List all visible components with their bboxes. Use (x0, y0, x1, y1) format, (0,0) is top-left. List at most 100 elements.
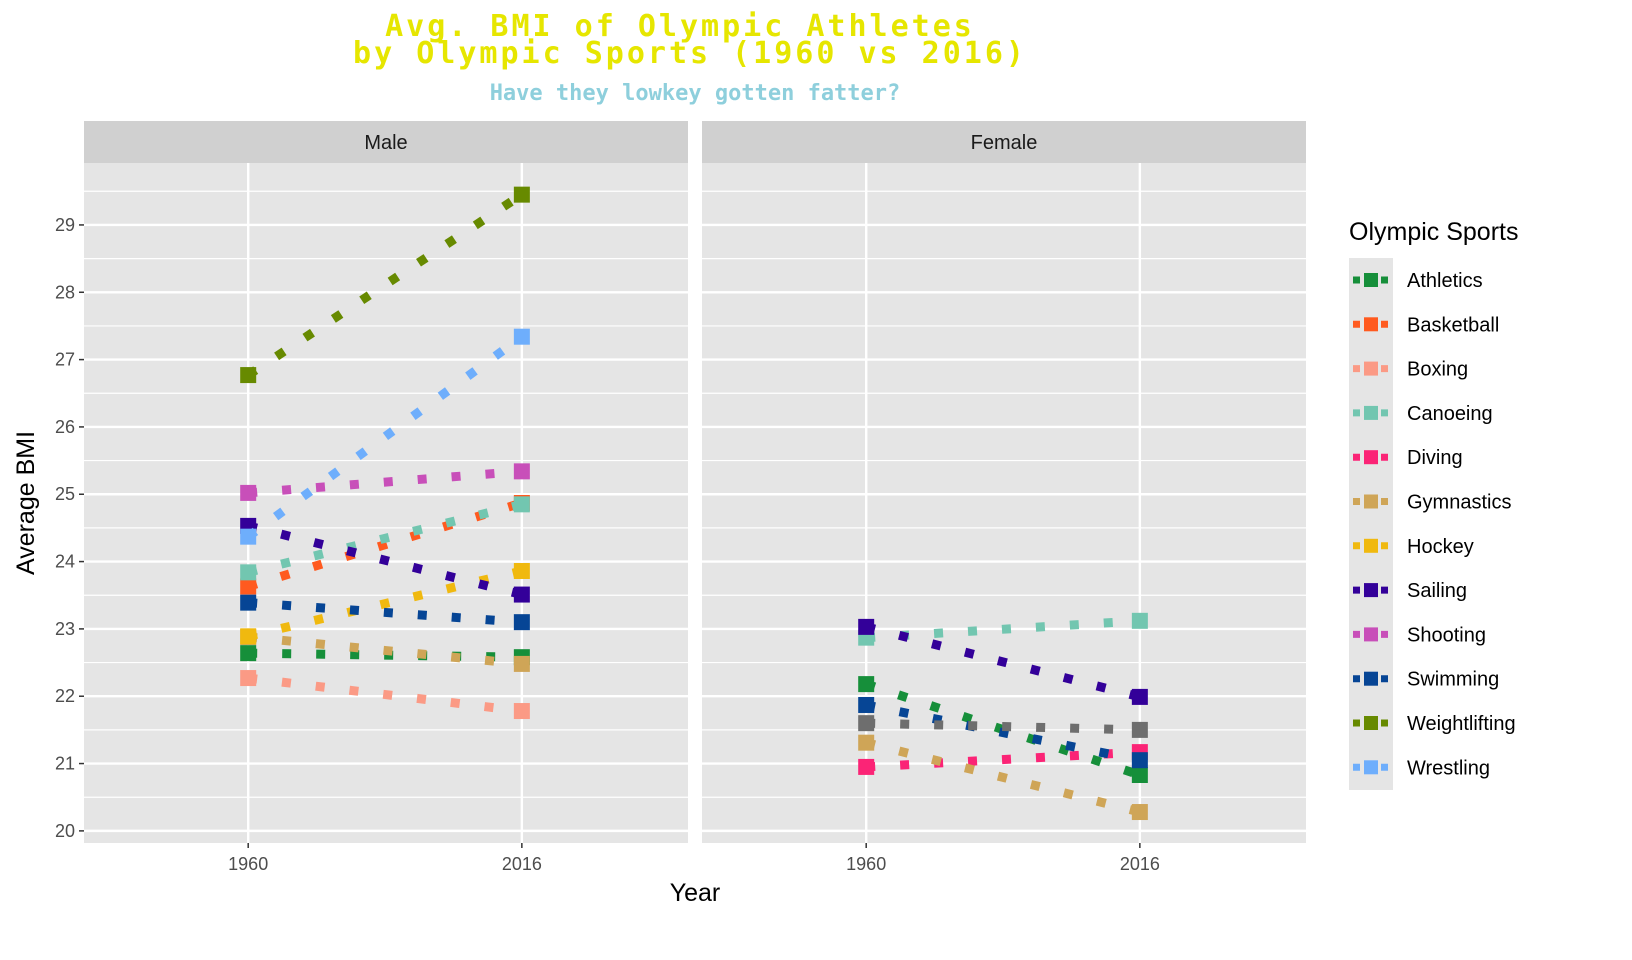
data-point-2016 (513, 614, 530, 631)
x-tick-label: 1960 (846, 854, 886, 874)
y-tick-label: 20 (55, 821, 75, 841)
x-tick-label: 2016 (502, 854, 542, 874)
panel-female: Female 1960 2016 (702, 121, 1306, 874)
panel-background (702, 163, 1306, 843)
series-line-shooting (247, 466, 523, 498)
legend-item-athletics: Athletics (1353, 270, 1483, 292)
data-point-1960 (240, 484, 257, 501)
legend-square-icon (1364, 273, 1378, 287)
series-line-sailing (247, 521, 523, 599)
series-line-weightlifting (245, 190, 525, 379)
data-point-1960 (240, 564, 257, 581)
data-point-2016 (513, 563, 530, 579)
data-point-1960 (240, 594, 257, 611)
legend-item-diving: Diving (1353, 447, 1463, 469)
y-tick-label: 27 (55, 350, 75, 370)
series-line-swimming (247, 598, 523, 627)
legend-title: Olympic Sports (1349, 218, 1518, 246)
panel-background (84, 163, 688, 843)
legend-label: Basketball (1407, 314, 1499, 336)
series-line-basketball (246, 498, 524, 591)
data-point-2016 (513, 586, 530, 603)
y-tick-label: 21 (55, 754, 75, 774)
legend-square-icon (1364, 494, 1378, 509)
series-line-unlabeled (866, 718, 1140, 735)
data-point-1960 (240, 367, 257, 384)
legend-item-gymnastics: Gymnastics (1353, 492, 1511, 514)
legend-square-icon (1364, 317, 1378, 332)
x-tick-label: 2016 (1120, 854, 1160, 874)
series-line-athletics (248, 648, 522, 662)
legend-square-icon (1364, 450, 1378, 465)
data-point-2016 (1131, 804, 1148, 821)
panel-male: Male 1960 2016 (84, 121, 688, 874)
chart-title-line1: Avg. BMI of Olympic Athletes (385, 9, 975, 44)
series-line-gymnastics (247, 632, 523, 669)
series-line-swimming (865, 700, 1141, 765)
legend-label: Canoeing (1407, 403, 1493, 425)
data-point-1960 (858, 696, 875, 713)
legend: Olympic Sports Athletics Basketball Boxing C… (1349, 218, 1518, 790)
legend-square-icon (1364, 627, 1378, 642)
legend-label: Hockey (1407, 536, 1474, 558)
y-axis-label: Average BMI (12, 431, 40, 575)
legend-label: Swimming (1407, 669, 1499, 691)
legend-label: Athletics (1407, 270, 1483, 292)
legend-label: Sailing (1407, 580, 1467, 602)
y-tick-label: 25 (55, 484, 75, 504)
legend-item-basketball: Basketball (1353, 314, 1499, 336)
data-point-2016 (1131, 721, 1148, 738)
series-line-gymnastics (865, 738, 1141, 817)
legend-square-icon (1364, 405, 1378, 420)
series-line-hockey (247, 566, 523, 641)
data-point-2016 (513, 703, 530, 720)
chart-title-line2: by Olympic Sports (1960 vs 2016) (353, 36, 1027, 71)
y-tick-label: 28 (55, 282, 75, 302)
data-point-1960 (858, 676, 875, 693)
data-point-1960 (858, 734, 875, 751)
data-point-1960 (858, 715, 875, 732)
data-point-2016 (1131, 688, 1148, 705)
strip-background (84, 121, 688, 163)
x-tick-label: 1960 (228, 854, 268, 874)
legend-square-icon (1364, 538, 1378, 553)
y-tick-label: 24 (55, 552, 75, 572)
legend-label: Boxing (1407, 359, 1468, 381)
data-point-2016 (513, 655, 530, 672)
y-tick-label: 29 (55, 215, 75, 235)
legend-square-icon (1364, 361, 1378, 376)
data-point-2016 (513, 328, 530, 345)
data-point-2016 (1131, 752, 1148, 769)
strip-label: Male (364, 132, 407, 154)
data-point-2016 (1131, 612, 1148, 629)
legend-label: Wrestling (1407, 757, 1490, 779)
legend-item-sailing: Sailing (1353, 580, 1467, 602)
data-point-1960 (240, 528, 257, 545)
data-point-1960 (858, 758, 875, 775)
strip-label: Female (971, 132, 1038, 154)
data-point-1960 (240, 645, 257, 662)
x-axis-label: Year (670, 879, 721, 907)
legend-item-weightlifting: Weightlifting (1353, 713, 1516, 735)
legend-item-shooting: Shooting (1353, 624, 1486, 646)
data-point-1960 (240, 578, 257, 595)
legend-label: Weightlifting (1407, 713, 1516, 735)
data-point-1960 (240, 670, 257, 687)
series-line-diving (865, 747, 1141, 772)
legend-label: Shooting (1407, 624, 1486, 646)
y-tick-label: 23 (55, 619, 75, 639)
y-tick-label: 26 (55, 417, 75, 437)
legend-square-icon (1364, 716, 1378, 730)
legend-square-icon (1364, 671, 1378, 686)
legend-label: Diving (1407, 447, 1463, 469)
series-line-sailing (865, 622, 1141, 702)
data-point-2016 (513, 186, 530, 203)
data-point-2016 (1131, 767, 1148, 783)
legend-item-wrestling: Wrestling (1353, 757, 1490, 779)
data-point-1960 (858, 618, 875, 635)
legend-square-icon (1364, 760, 1378, 775)
chart-subtitle: Have they lowkey gotten fatter? (490, 81, 901, 106)
strip-background (702, 121, 1306, 163)
series-line-boxing (247, 673, 523, 716)
